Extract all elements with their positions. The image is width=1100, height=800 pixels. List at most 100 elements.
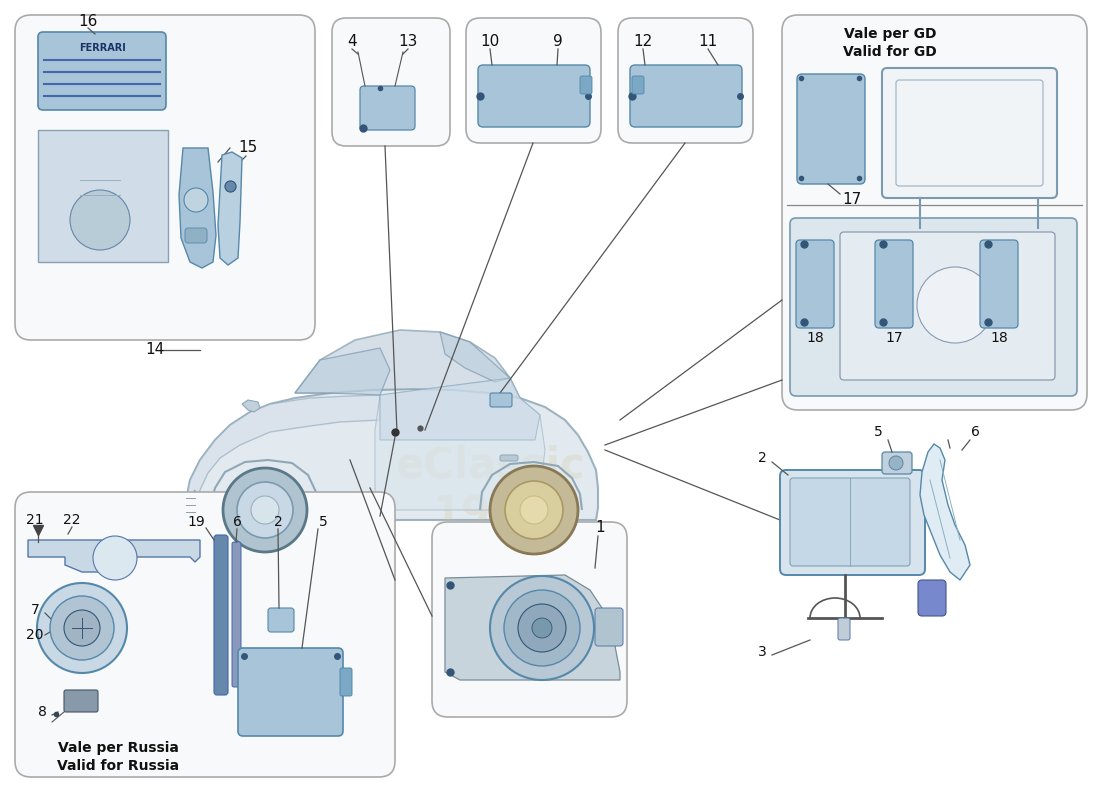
FancyBboxPatch shape — [798, 74, 865, 184]
FancyBboxPatch shape — [595, 608, 623, 646]
FancyBboxPatch shape — [490, 393, 512, 407]
Text: 17: 17 — [886, 331, 903, 345]
Text: 9: 9 — [553, 34, 563, 50]
Circle shape — [504, 590, 580, 666]
Text: 20: 20 — [26, 628, 44, 642]
Text: 2: 2 — [274, 515, 283, 529]
Circle shape — [50, 596, 114, 660]
Circle shape — [518, 604, 567, 652]
Polygon shape — [375, 378, 544, 510]
Text: 17: 17 — [843, 193, 861, 207]
Text: 6: 6 — [232, 515, 241, 529]
Text: 18: 18 — [806, 331, 824, 345]
Polygon shape — [185, 490, 195, 520]
Text: 21: 21 — [26, 513, 44, 527]
Polygon shape — [28, 540, 200, 572]
Circle shape — [490, 466, 578, 554]
Text: 7: 7 — [31, 603, 40, 617]
Text: 1: 1 — [595, 521, 605, 535]
Circle shape — [70, 190, 130, 250]
Circle shape — [490, 576, 594, 680]
Polygon shape — [39, 130, 168, 262]
Polygon shape — [295, 330, 520, 398]
FancyBboxPatch shape — [580, 76, 592, 94]
Circle shape — [917, 267, 993, 343]
Text: 2: 2 — [758, 451, 767, 465]
FancyBboxPatch shape — [874, 240, 913, 328]
Text: 22: 22 — [64, 513, 80, 527]
Text: 3: 3 — [758, 645, 767, 659]
FancyBboxPatch shape — [432, 522, 627, 717]
FancyBboxPatch shape — [64, 690, 98, 712]
FancyBboxPatch shape — [15, 492, 395, 777]
FancyBboxPatch shape — [466, 18, 601, 143]
Circle shape — [64, 610, 100, 646]
Polygon shape — [179, 148, 216, 268]
Text: 16: 16 — [78, 14, 98, 30]
FancyBboxPatch shape — [500, 455, 518, 461]
FancyBboxPatch shape — [840, 232, 1055, 380]
FancyBboxPatch shape — [185, 228, 207, 243]
Polygon shape — [440, 332, 510, 382]
Text: 4: 4 — [348, 34, 356, 50]
Text: 5: 5 — [873, 425, 882, 439]
FancyBboxPatch shape — [39, 32, 166, 110]
Text: Vale per GD: Vale per GD — [844, 27, 936, 41]
FancyBboxPatch shape — [238, 648, 343, 736]
FancyBboxPatch shape — [882, 452, 912, 474]
FancyBboxPatch shape — [268, 608, 294, 632]
Polygon shape — [920, 444, 970, 580]
Circle shape — [532, 618, 552, 638]
Circle shape — [223, 468, 307, 552]
FancyBboxPatch shape — [214, 535, 228, 695]
FancyBboxPatch shape — [15, 15, 315, 340]
Polygon shape — [379, 378, 540, 440]
FancyBboxPatch shape — [780, 470, 925, 575]
Text: 6: 6 — [970, 425, 979, 439]
Text: 13: 13 — [398, 34, 418, 50]
Text: Valid for Russia: Valid for Russia — [57, 759, 179, 773]
Text: Valid for GD: Valid for GD — [843, 45, 937, 59]
FancyBboxPatch shape — [618, 18, 754, 143]
Circle shape — [94, 536, 138, 580]
Text: eClassic
1985: eClassic 1985 — [395, 445, 585, 535]
Polygon shape — [295, 348, 390, 395]
Text: 15: 15 — [239, 141, 257, 155]
FancyBboxPatch shape — [796, 240, 834, 328]
Polygon shape — [446, 575, 620, 680]
Text: 8: 8 — [37, 705, 46, 719]
FancyBboxPatch shape — [782, 15, 1087, 410]
Text: 12: 12 — [634, 34, 652, 50]
Polygon shape — [185, 395, 380, 510]
Text: 5: 5 — [319, 515, 328, 529]
FancyBboxPatch shape — [790, 478, 910, 566]
Circle shape — [505, 481, 563, 539]
Circle shape — [37, 583, 127, 673]
Text: FERRARI: FERRARI — [78, 43, 125, 53]
Circle shape — [520, 496, 548, 524]
FancyBboxPatch shape — [360, 86, 415, 130]
Text: 14: 14 — [145, 342, 165, 358]
Circle shape — [184, 188, 208, 212]
Polygon shape — [218, 152, 242, 265]
Text: 18: 18 — [990, 331, 1008, 345]
Text: 19: 19 — [187, 515, 205, 529]
Circle shape — [251, 496, 279, 524]
FancyBboxPatch shape — [340, 668, 352, 696]
Circle shape — [889, 456, 903, 470]
FancyBboxPatch shape — [478, 65, 590, 127]
Polygon shape — [184, 389, 598, 520]
FancyBboxPatch shape — [790, 218, 1077, 396]
Text: 11: 11 — [698, 34, 717, 50]
FancyBboxPatch shape — [882, 68, 1057, 198]
FancyBboxPatch shape — [332, 18, 450, 146]
Text: Vale per Russia: Vale per Russia — [57, 741, 178, 755]
FancyBboxPatch shape — [630, 65, 742, 127]
Circle shape — [236, 482, 293, 538]
FancyBboxPatch shape — [918, 580, 946, 616]
FancyBboxPatch shape — [838, 618, 850, 640]
FancyBboxPatch shape — [232, 542, 241, 687]
Text: 10: 10 — [481, 34, 499, 50]
FancyBboxPatch shape — [980, 240, 1018, 328]
Polygon shape — [242, 400, 260, 412]
